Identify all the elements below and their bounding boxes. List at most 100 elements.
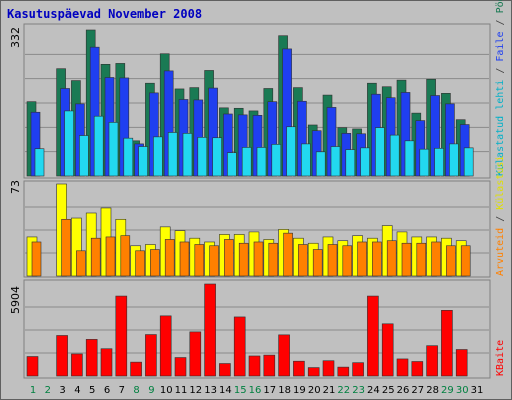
x-label-day-27: 27 (411, 385, 424, 396)
bottom-bar-kbaite-26 (396, 358, 409, 377)
legend-sep-1: / (495, 62, 506, 74)
x-label-day-25: 25 (382, 385, 395, 396)
bottom-bar-kbaite-1 (26, 356, 39, 377)
x-label-day-16: 16 (249, 385, 262, 396)
top-bar-k-lastatud-lehti-30 (463, 147, 474, 177)
x-label-day-22: 22 (337, 385, 350, 396)
top-bar-k-lastatud-lehti-8 (138, 146, 148, 177)
x-label-day-13: 13 (204, 385, 217, 396)
chart-title: Kasutuspäevad November 2008 (7, 7, 202, 21)
x-label-day-7: 7 (119, 385, 125, 396)
middle-bar-arvuteid-4 (76, 250, 86, 277)
middle-bar-arvuteid-15 (238, 242, 249, 277)
bottom-bar-kbaite-24 (367, 295, 379, 377)
bottom-bar-kbaite-12 (189, 331, 202, 377)
middle-bar-arvuteid-9 (150, 249, 160, 277)
bottom-right-legend: KBaite (495, 340, 506, 376)
bottom-bar-kbaite-13 (204, 283, 216, 377)
bottom-bar-kbaite-19 (293, 360, 305, 377)
middle-bar-arvuteid-16 (253, 241, 264, 277)
middle-bar-arvuteid-23 (357, 241, 367, 277)
bottom-bar-kbaite-10 (159, 315, 172, 377)
middle-bar-arvuteid-1 (31, 241, 42, 277)
middle-bar-arvuteid-30 (460, 245, 471, 277)
middle-right-legend: Arvuteid / Külastusi (495, 156, 506, 276)
x-label-day-1: 1 (30, 385, 36, 396)
top-bar-k-lastatud-lehti-1 (34, 148, 45, 177)
bottom-bar-kbaite-23 (352, 362, 364, 377)
bottom-bar-kbaite-5 (85, 339, 98, 377)
top-bar-k-lastatud-lehti-27 (419, 148, 430, 177)
top-bar-k-lastatud-lehti-4 (79, 135, 89, 177)
top-bar-k-lastatud-lehti-5 (93, 115, 104, 177)
x-label-day-9: 9 (148, 385, 154, 396)
top-bar-k-lastatud-lehti-13 (212, 137, 222, 177)
middle-bar-arvuteid-21 (327, 244, 338, 277)
legend-sep-2: / (495, 13, 506, 25)
top-bar-k-lastatud-lehti-20 (315, 151, 326, 177)
bottom-bar-kbaite-28 (426, 345, 438, 377)
middle-bar-arvuteid-12 (194, 244, 205, 277)
top-bar-k-lastatud-lehti-28 (434, 147, 444, 177)
top-bar-k-lastatud-lehti-11 (182, 133, 193, 177)
bottom-bar-kbaite-14 (219, 363, 231, 377)
middle-bar-arvuteid-24 (372, 241, 382, 277)
middle-bar-arvuteid-18 (283, 232, 293, 277)
bottom-bar-kbaite-7 (115, 295, 128, 377)
top-bar-k-lastatud-lehti-14 (227, 152, 237, 177)
bottom-bar-kbaite-21 (322, 360, 335, 377)
x-label-day-2: 2 (45, 385, 51, 396)
x-label-day-6: 6 (104, 385, 110, 396)
x-label-day-23: 23 (352, 385, 365, 396)
top-max-label: 332 (9, 27, 22, 48)
bottom-bar-kbaite-9 (145, 334, 157, 377)
top-bar-k-lastatud-lehti-21 (330, 146, 341, 177)
middle-max-label: 73 (9, 180, 22, 194)
middle-bar-arvuteid-19 (298, 244, 308, 277)
middle-bar-arvuteid-5 (90, 237, 101, 277)
bottom-bar-kbaite-27 (411, 361, 424, 377)
top-bar-k-lastatud-lehti-12 (197, 137, 208, 177)
x-label-day-19: 19 (293, 385, 306, 396)
legend-kbaite: KBaite (495, 340, 506, 376)
middle-bar-arvuteid-13 (209, 245, 219, 277)
x-label-day-17: 17 (263, 385, 276, 396)
legend-kulastatud-lehti: Külastatud lehti (495, 80, 506, 176)
legend-sep-3: / (495, 210, 506, 222)
middle-bar-arvuteid-7 (120, 235, 131, 277)
bottom-bar-kbaite-18 (278, 334, 290, 377)
bottom-bar-kbaite-17 (263, 354, 276, 377)
x-label-day-29: 29 (441, 385, 454, 396)
x-label-day-5: 5 (89, 385, 95, 396)
top-bar-k-lastatud-lehti-15 (241, 147, 252, 177)
bottom-bar-kbaite-8 (130, 361, 142, 377)
x-label-day-3: 3 (59, 385, 65, 396)
middle-bar-arvuteid-26 (401, 242, 412, 277)
bottom-bar-kbaite-29 (441, 310, 453, 377)
top-right-legend: Külastatud lehti / Faile / Pöördumisi (495, 0, 506, 176)
bottom-bar-kbaite-11 (174, 357, 187, 377)
top-bar-k-lastatud-lehti-10 (167, 132, 178, 177)
middle-bar-arvuteid-3 (61, 218, 71, 277)
bottom-bar-kbaite-30 (455, 349, 468, 377)
middle-bar-arvuteid-14 (224, 239, 234, 277)
bars (26, 29, 474, 377)
bottom-bar-kbaite-16 (248, 355, 261, 377)
top-bar-k-lastatud-lehti-7 (123, 137, 134, 177)
x-label-day-24: 24 (367, 385, 380, 396)
middle-bar-arvuteid-20 (312, 249, 323, 277)
top-bar-k-lastatud-lehti-24 (375, 127, 385, 177)
top-bar-k-lastatud-lehti-18 (286, 126, 296, 177)
top-bar-k-lastatud-lehti-16 (256, 147, 267, 177)
x-label-day-28: 28 (426, 385, 439, 396)
top-bar-k-lastatud-lehti-26 (404, 140, 415, 177)
top-bar-k-lastatud-lehti-19 (301, 143, 311, 177)
x-label-day-8: 8 (133, 385, 139, 396)
legend-kulastusi: Külastusi (495, 156, 506, 210)
bottom-bar-kbaite-15 (233, 316, 246, 377)
legend-faile: Faile (495, 31, 506, 61)
bottom-bar-kbaite-22 (337, 366, 350, 377)
bottom-bar-kbaite-6 (100, 348, 113, 377)
middle-bar-arvuteid-10 (164, 239, 175, 277)
